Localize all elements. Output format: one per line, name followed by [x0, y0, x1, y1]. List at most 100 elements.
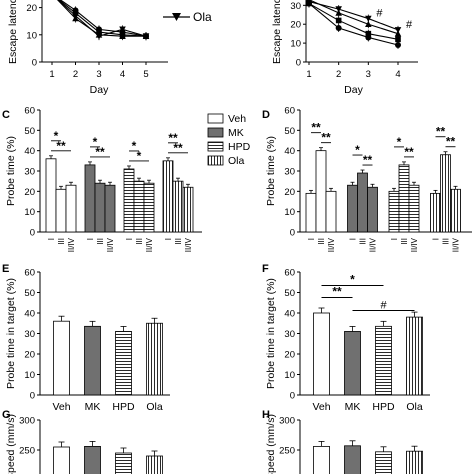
y-tick-label: 30 — [284, 329, 295, 340]
significance-label: ** — [311, 121, 321, 135]
legend-veh-label: Veh — [228, 113, 246, 125]
y-tick-label: 60 — [24, 268, 35, 279]
bar — [388, 190, 400, 233]
data-point — [335, 17, 342, 24]
legend-ola-label: Ola — [193, 10, 212, 24]
panel-letter-h: H — [262, 409, 270, 421]
bar — [406, 316, 423, 396]
x-tick-label: 5 — [143, 69, 148, 80]
x-category-label: Veh — [52, 401, 70, 413]
bar — [115, 331, 132, 396]
significance-label: ** — [173, 141, 183, 155]
x-tick-label: I — [390, 238, 399, 240]
bar — [347, 184, 358, 233]
bar — [143, 182, 155, 233]
x-tick-label: II/IV — [184, 237, 193, 252]
y-tick-label: 20 — [24, 350, 35, 361]
data-point — [119, 32, 126, 39]
bar — [450, 188, 461, 233]
data-point — [335, 6, 342, 13]
y-tick-label: 10 — [24, 207, 35, 218]
y-tick-label: 20 — [284, 187, 295, 198]
x-axis-label: Day — [90, 84, 109, 96]
y-tick-label: 60 — [284, 106, 295, 117]
bar — [313, 445, 330, 474]
bar — [398, 164, 410, 233]
bar — [65, 184, 77, 233]
bar — [313, 312, 330, 396]
x-tick-label: II/IV — [67, 237, 76, 252]
panel-letter-e: E — [2, 263, 9, 275]
y-tick-label: 20 — [284, 350, 295, 361]
significance-label: ** — [436, 125, 446, 139]
bar — [123, 168, 135, 233]
x-tick-label: 3 — [366, 69, 371, 80]
bar — [344, 445, 361, 474]
legend-mk-swatch — [207, 127, 224, 138]
y-tick-label: 20 — [290, 20, 301, 31]
significance-label: ** — [95, 145, 105, 159]
y-tick-label: 50 — [24, 288, 35, 299]
bar — [430, 192, 441, 233]
data-point — [365, 20, 372, 28]
series-line-3 — [308, 1, 399, 31]
significance-label: * — [132, 139, 137, 153]
bar — [53, 320, 70, 396]
y-tick-label: 300 — [279, 416, 295, 427]
y-tick-label: 40 — [24, 146, 35, 157]
y-tick-label: 20 — [24, 187, 35, 198]
bar — [325, 190, 337, 233]
x-tick-label: III — [359, 238, 368, 245]
significance-label: * — [397, 135, 402, 149]
x-tick-label: III — [400, 238, 409, 245]
legend-hpd-swatch — [207, 141, 224, 152]
significance-label: ** — [321, 131, 331, 145]
bar — [172, 180, 184, 233]
y-tick-label: 30 — [284, 167, 295, 178]
y-tick-label: 250 — [279, 446, 295, 457]
bar — [406, 450, 423, 474]
legend-veh-swatch — [207, 113, 224, 124]
significance-label: ** — [363, 153, 373, 167]
bar — [315, 150, 327, 233]
data-point — [306, 0, 312, 5]
x-category-label: MK — [345, 401, 361, 413]
y-axis-label: Probe time in target (%) — [265, 278, 277, 389]
y-axis-label: Probe time in target (%) — [5, 278, 17, 389]
x-tick-label: III — [96, 238, 105, 245]
significance-label: # — [380, 300, 387, 312]
data-point — [395, 42, 401, 48]
y-tick-label: 50 — [284, 288, 295, 299]
bar — [182, 186, 194, 233]
x-tick-label: III — [442, 238, 451, 245]
y-tick-label: 0 — [296, 58, 301, 69]
x-category-label: HPD — [372, 401, 395, 413]
data-point — [365, 15, 372, 22]
y-tick-label: 0 — [30, 391, 35, 402]
significance-label: * — [137, 149, 142, 163]
x-tick-label: II/IV — [410, 237, 419, 252]
series-line-0 — [308, 3, 399, 46]
significance-label: ** — [446, 135, 456, 149]
data-point — [95, 33, 103, 40]
y-tick-label: 20 — [26, 3, 37, 14]
series-line-2 — [308, 0, 399, 35]
bar — [357, 172, 368, 233]
legend-middle: Veh MK HPD Ola — [207, 113, 251, 167]
significance-label: ** — [168, 131, 178, 145]
x-tick-label: III — [174, 238, 183, 245]
annotation-hash: # — [406, 19, 413, 31]
significance-label: * — [93, 135, 98, 149]
y-tick-label: 30 — [24, 167, 35, 178]
x-tick-label: 4 — [395, 69, 400, 80]
x-tick-label: I — [125, 238, 134, 240]
axes-C: 0 10 20 30 40 50 60 Probe time (%) — [5, 106, 202, 239]
bar — [45, 158, 57, 233]
y-axis-label: Speed (mm/s) — [265, 414, 277, 474]
y-tick-label: 30 — [290, 1, 301, 12]
y-tick-label: 40 — [284, 309, 295, 320]
x-tick-label: I — [307, 238, 316, 240]
data-point — [395, 36, 401, 43]
y-tick-label: 60 — [24, 106, 35, 117]
